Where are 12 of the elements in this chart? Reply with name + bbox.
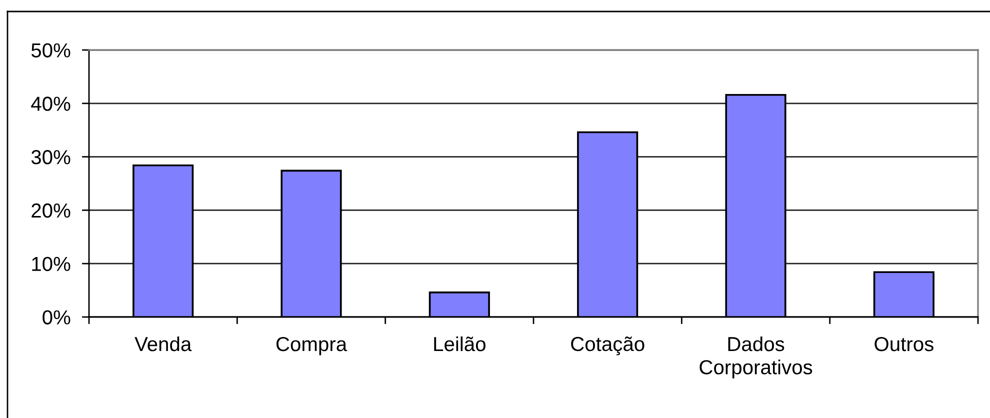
- x-tick-label: Leilão: [434, 336, 486, 352]
- y-tick-label: 30%: [31, 150, 70, 164]
- y-tick-label: 40%: [31, 96, 70, 111]
- y-tick-label: 0%: [42, 310, 70, 324]
- x-tick-label: Compra: [276, 336, 348, 356]
- x-tick-label: Outros: [874, 336, 934, 352]
- x-tick-label: Cotação: [571, 336, 644, 356]
- x-tick-label: Dados Corporativos: [700, 336, 812, 378]
- y-tick-label: 20%: [32, 203, 70, 218]
- x-tick-label: Venda: [134, 336, 192, 352]
- y-tick-label: 10%: [32, 256, 70, 272]
- y-tick-label: 50%: [31, 43, 70, 58]
